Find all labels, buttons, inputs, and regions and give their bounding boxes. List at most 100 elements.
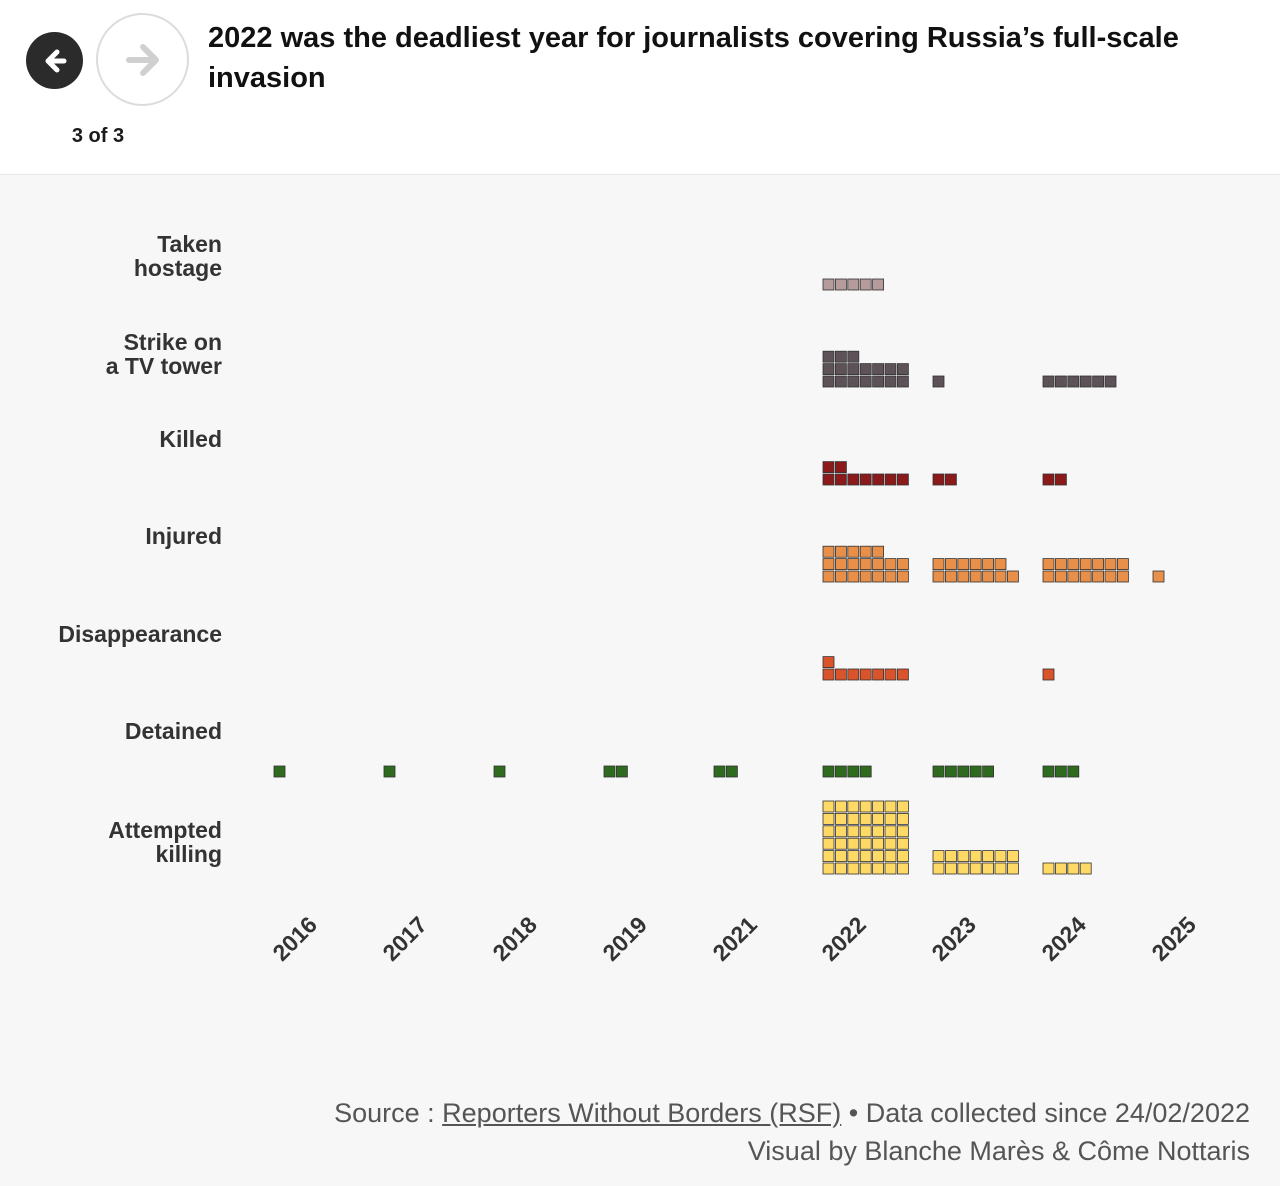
- waffle-square: [835, 363, 847, 376]
- x-tick-label: 2024: [1036, 911, 1091, 966]
- previous-button[interactable]: [26, 32, 83, 89]
- waffle-square: [945, 765, 957, 778]
- waffle-square: [872, 825, 884, 838]
- waffle-square: [859, 278, 872, 291]
- waffle-square: [982, 558, 994, 570]
- waffle-square: [1042, 375, 1055, 388]
- waffle-square: [713, 765, 726, 778]
- waffle-square: [726, 765, 738, 778]
- waffle-square: [822, 862, 835, 875]
- waffle-square: [897, 558, 909, 570]
- waffle-square: [1007, 862, 1019, 875]
- waffle-square: [822, 656, 835, 668]
- waffle-square: [872, 278, 884, 291]
- waffle-square: [1042, 668, 1055, 681]
- waffle-square: [1055, 862, 1067, 875]
- waffle-square: [835, 813, 847, 825]
- waffle-square: [884, 558, 897, 570]
- waffle-square: [932, 375, 945, 388]
- waffle-square: [1152, 570, 1165, 583]
- waffle-square: [859, 837, 872, 850]
- waffle-square: [1117, 558, 1129, 570]
- waffle-square: [822, 570, 835, 583]
- waffle-square: [1117, 570, 1129, 583]
- next-button[interactable]: [96, 13, 189, 106]
- waffle-square: [1042, 473, 1055, 486]
- row-label-line: Injured: [145, 523, 222, 549]
- waffle-square: [897, 850, 909, 862]
- row-label-line: Taken: [157, 231, 222, 257]
- waffle-square: [847, 825, 860, 838]
- waffle-square: [1067, 570, 1080, 583]
- waffle-square: [847, 837, 860, 850]
- waffle-square: [932, 558, 945, 570]
- waffle-square: [872, 375, 884, 388]
- waffle-square: [847, 278, 860, 291]
- waffle-square: [957, 570, 970, 583]
- waffle-square: [1007, 850, 1019, 862]
- waffle-square: [897, 825, 909, 838]
- waffle-square: [1079, 570, 1092, 583]
- row-label-attempted-killing: Attempted killing: [12, 818, 222, 866]
- waffle-square: [872, 837, 884, 850]
- waffle-square: [859, 862, 872, 875]
- waffle-square: [1042, 765, 1055, 778]
- x-tick-label: 2025: [1146, 911, 1201, 966]
- credit-line: Visual by Blanche Marès & Côme Nottaris: [747, 1136, 1250, 1166]
- waffle-square: [847, 375, 860, 388]
- waffle-square: [969, 850, 982, 862]
- waffle-square: [847, 813, 860, 825]
- waffle-square: [1067, 375, 1080, 388]
- waffle-square: [884, 375, 897, 388]
- waffle-square: [872, 862, 884, 875]
- x-tick-label: 2023: [926, 911, 981, 966]
- row-label-line: Detained: [124, 718, 222, 744]
- waffle-square: [835, 668, 847, 681]
- waffle-square: [859, 473, 872, 486]
- waffle-square: [1055, 765, 1067, 778]
- row-label-line: Disappearance: [58, 621, 222, 647]
- waffle-square: [859, 850, 872, 862]
- waffle-square: [957, 558, 970, 570]
- waffle-square: [847, 862, 860, 875]
- waffle-square: [884, 850, 897, 862]
- waffle-square: [835, 850, 847, 862]
- waffle-square: [884, 800, 897, 813]
- waffle-square: [1079, 558, 1092, 570]
- waffle-square: [957, 862, 970, 875]
- row-label-line: Attempted: [108, 817, 222, 843]
- waffle-square: [994, 850, 1007, 862]
- header: 3 of 3 2022 was the deadliest year for j…: [0, 0, 1280, 175]
- waffle-square: [493, 765, 506, 778]
- row-label-injured: Injured: [12, 524, 222, 548]
- waffle-square: [835, 800, 847, 813]
- waffle-square: [982, 765, 994, 778]
- waffle-square: [835, 545, 847, 558]
- waffle-square: [847, 558, 860, 570]
- source-suffix: • Data collected since 24/02/2022: [841, 1098, 1250, 1128]
- waffle-square: [932, 570, 945, 583]
- waffle-square: [835, 350, 847, 363]
- waffle-square: [872, 558, 884, 570]
- waffle-square: [859, 668, 872, 681]
- waffle-square: [822, 765, 835, 778]
- waffle-square: [822, 825, 835, 838]
- row-label-taken-hostage: Taken hostage: [12, 232, 222, 280]
- arrow-right-icon: [125, 43, 159, 76]
- waffle-square: [847, 800, 860, 813]
- waffle-square: [1079, 375, 1092, 388]
- waffle-square: [945, 570, 957, 583]
- waffle-square: [1055, 375, 1067, 388]
- waffle-square: [884, 825, 897, 838]
- row-label-detained: Detained: [12, 719, 222, 743]
- waffle-square: [1067, 558, 1080, 570]
- waffle-square: [1104, 570, 1117, 583]
- waffle-square: [859, 765, 872, 778]
- waffle-square: [957, 850, 970, 862]
- row-label-killed: Killed: [12, 427, 222, 451]
- waffle-square: [884, 862, 897, 875]
- source-link[interactable]: Reporters Without Borders (RSF): [442, 1098, 842, 1128]
- waffle-square: [969, 765, 982, 778]
- waffle-square: [872, 363, 884, 376]
- waffle-square: [847, 570, 860, 583]
